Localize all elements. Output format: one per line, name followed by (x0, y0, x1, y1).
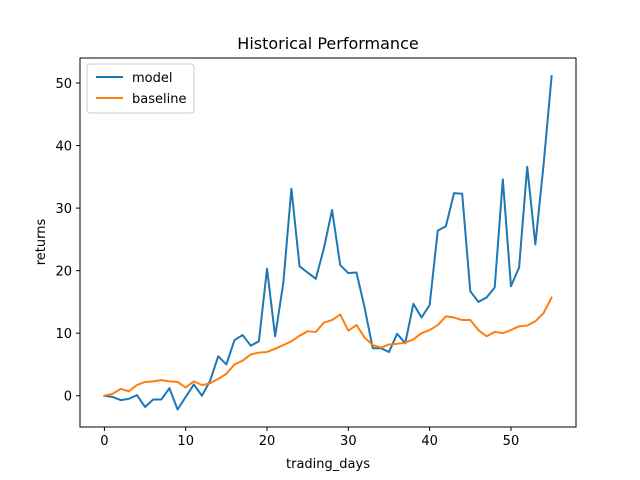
y-tick-label: 50 (55, 77, 72, 92)
series-line-model (103, 75, 553, 411)
x-tick-label: 30 (340, 434, 357, 449)
legend: model baseline (86, 63, 195, 114)
y-tick-label: 20 (55, 265, 72, 280)
y-tick-label: 40 (55, 140, 72, 155)
plot-frame (79, 57, 577, 428)
y-tick-label: 30 (55, 202, 72, 217)
chart-title: Historical Performance (237, 34, 418, 53)
legend-label-baseline: baseline (132, 92, 186, 107)
x-tick-label: 50 (503, 434, 520, 449)
x-tick-label: 40 (421, 434, 438, 449)
y-tick-label: 0 (64, 390, 72, 405)
y-axis-label: returns (34, 219, 49, 266)
x-axis-label: trading_days (286, 457, 370, 472)
legend-label-model: model (132, 71, 172, 86)
x-tick-label: 20 (259, 434, 276, 449)
y-axis: 0 10 20 30 40 50 (55, 77, 80, 405)
x-tick-label: 0 (100, 434, 108, 449)
y-tick-label: 10 (55, 327, 72, 342)
x-tick-label: 10 (177, 434, 194, 449)
series-line-baseline (103, 296, 553, 397)
series-layer (103, 75, 553, 411)
x-axis: 0 10 20 30 40 50 (100, 427, 519, 449)
